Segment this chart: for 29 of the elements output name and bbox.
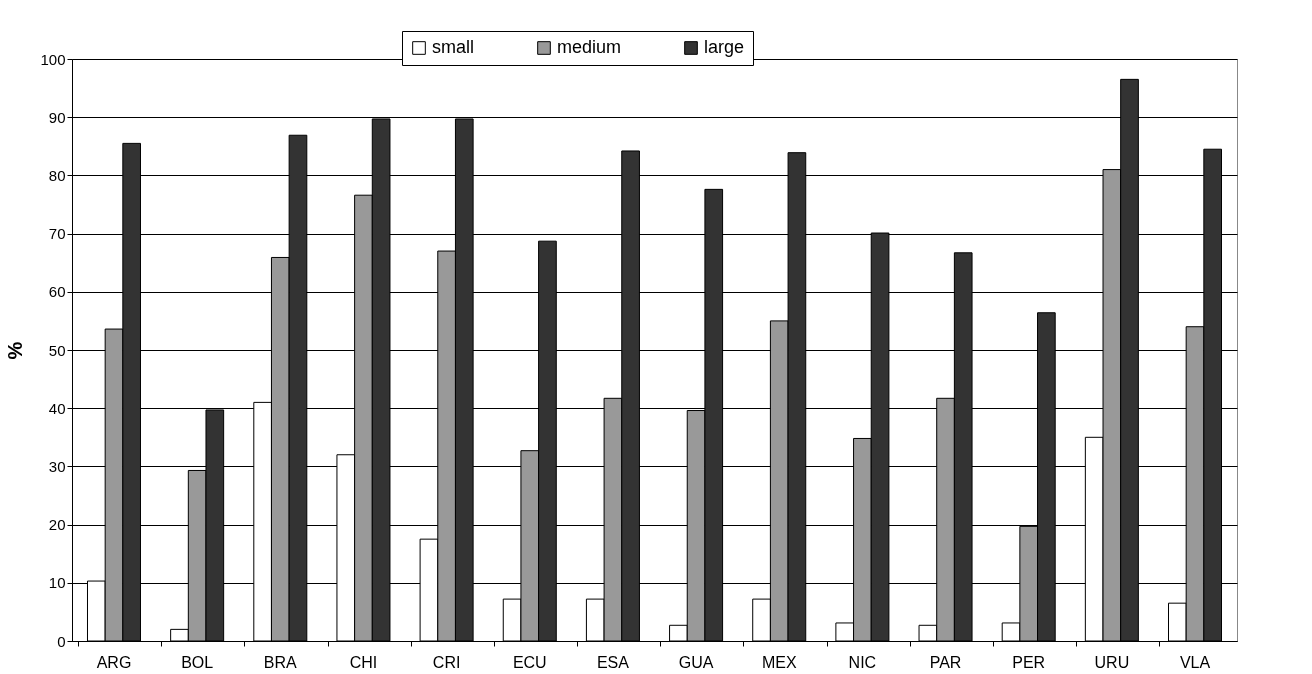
y-tick-label: 50 (48, 341, 66, 359)
x-tick-label: BOL (181, 653, 214, 671)
x-tick-label: MEX (761, 653, 797, 671)
y-tick-label: 30 (48, 457, 66, 475)
x-tick-label: GUA (678, 653, 714, 671)
x-tick-label: ARG (96, 653, 132, 671)
x-tick-label: URU (1094, 653, 1130, 671)
x-tick-label: PAR (929, 653, 962, 671)
legend-label: small (432, 37, 475, 57)
x-tick-label: CRI (432, 653, 461, 671)
x-tick-label: CHI (349, 653, 378, 671)
x-tick-label: ECU (512, 653, 547, 671)
y-tick-label: 100 (40, 50, 66, 68)
x-tick-label: ESA (596, 653, 630, 671)
x-tick-label: VLA (1179, 653, 1211, 671)
legend-label: medium (557, 37, 622, 57)
y-tick-label: 60 (48, 283, 66, 301)
legend-label: large (704, 37, 745, 57)
y-axis-title: % (4, 341, 27, 360)
x-tick-label: NIC (848, 653, 877, 671)
y-tick-label: 40 (48, 399, 66, 417)
x-tick-label: PER (1012, 653, 1046, 671)
y-tick-label: 90 (48, 108, 66, 126)
y-tick-label: 80 (48, 166, 66, 184)
y-tick-label: 0 (57, 632, 66, 650)
x-tick-label: BRA (263, 653, 298, 671)
y-tick-label: 20 (48, 516, 66, 534)
y-tick-label: 10 (48, 574, 66, 592)
y-tick-label: 70 (48, 225, 66, 243)
